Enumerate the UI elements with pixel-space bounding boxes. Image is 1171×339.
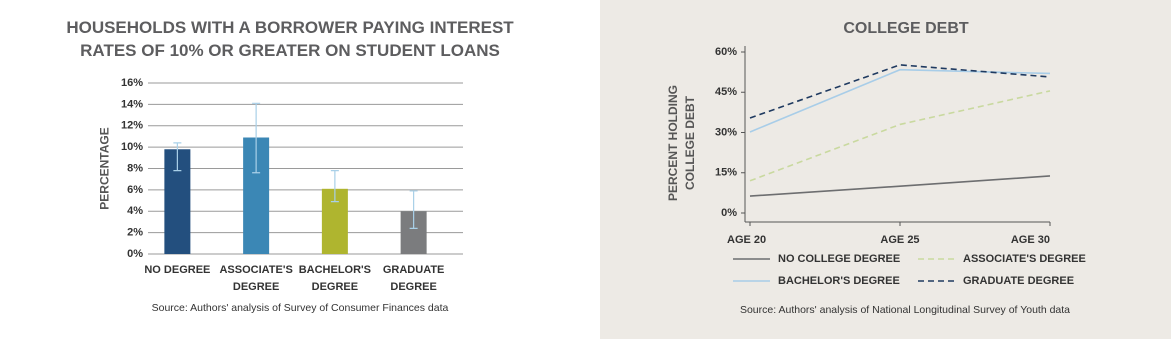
error-bar: [330, 170, 339, 203]
x-tick-label: ASSOCIATE'S DEGREE: [219, 264, 293, 293]
x-tick-label: NO DEGREE: [144, 264, 211, 276]
source-note: Source: Authors' analysis of National Lo…: [739, 304, 1071, 316]
x-tick-label: GRADUATE DEGREE: [382, 264, 445, 293]
series-line: [749, 68, 1051, 133]
x-tick-label: AGE 30: [1011, 234, 1050, 246]
panel-background: [600, 0, 1171, 339]
y-tick-label: 10%: [121, 141, 143, 153]
y-tick-label: 12%: [121, 120, 143, 132]
legend-label: NO COLLEGE DEGREE: [778, 253, 900, 265]
x-tick-label: BACHELOR'S DEGREE: [298, 264, 372, 293]
y-tick-label: 0%: [721, 207, 737, 219]
series-line: [749, 90, 1051, 182]
y-tick-label: 15%: [715, 167, 737, 179]
y-tick-label: 16%: [121, 77, 143, 89]
legend-label: ASSOCIATE'S DEGREE: [963, 253, 1086, 265]
legend-label: GRADUATE DEGREE: [963, 275, 1074, 287]
legend-label: BACHELOR'S DEGREE: [778, 275, 900, 287]
error-bar: [173, 142, 182, 172]
y-tick-label: 45%: [715, 86, 737, 98]
y-tick-label: 8%: [127, 162, 143, 174]
y-tick-label: 4%: [127, 205, 143, 217]
y-tick-label: 0%: [127, 248, 143, 260]
series-line: [749, 64, 1051, 119]
y-tick-label: 14%: [121, 98, 143, 110]
chart-title: COLLEGE DEBT: [843, 20, 969, 37]
source-note: Source: Authors' analysis of Survey of C…: [151, 302, 449, 314]
y-axis-label: PERCENT HOLDING COLLEGE DEBT: [666, 85, 697, 202]
error-bar: [252, 102, 261, 174]
chart-title: HOUSEHOLDS WITH A BORROWER PAYING INTERE…: [66, 18, 514, 60]
y-tick-label: 6%: [127, 184, 143, 196]
y-tick-label: 60%: [715, 46, 737, 58]
y-tick-label: 2%: [127, 227, 143, 239]
x-tick-label: AGE 20: [727, 234, 766, 246]
y-axis-label: PERCENTAGE: [97, 127, 112, 210]
x-tick-label: AGE 25: [880, 234, 919, 246]
error-bar: [409, 190, 418, 229]
y-tick-label: 30%: [715, 126, 737, 138]
series-line: [749, 175, 1051, 197]
